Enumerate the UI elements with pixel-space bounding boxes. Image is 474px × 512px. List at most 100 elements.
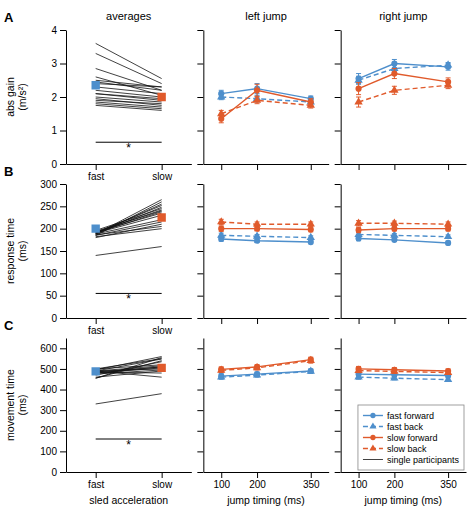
axis-line [203, 31, 204, 165]
y-axis-title-line: abs gain [4, 77, 16, 117]
tick-mark [221, 164, 222, 170]
tick-mark [197, 390, 203, 391]
participant-line [96, 247, 162, 256]
tick-mark [311, 472, 312, 478]
point-marker [218, 116, 224, 122]
series-line [359, 64, 449, 79]
series-line [359, 234, 449, 236]
legend-box [358, 405, 464, 470]
tick-mark [60, 390, 66, 391]
x-tick: 350 [440, 472, 457, 490]
point-marker [391, 226, 397, 232]
error-bar [356, 83, 361, 95]
tick-mark [197, 348, 203, 349]
y-axis [335, 339, 342, 473]
series-line [221, 239, 311, 242]
plot-area [354, 219, 452, 247]
y-tick: 150 [40, 246, 66, 257]
tick-mark [197, 273, 203, 274]
tick-mark [197, 410, 203, 411]
point-marker [253, 96, 261, 103]
tick-mark [60, 369, 66, 370]
point-marker [307, 219, 315, 226]
annotation: * [126, 438, 131, 452]
x-axis: fast slow [67, 318, 192, 336]
x-tick: fast [88, 318, 104, 336]
error-bar-cap [255, 103, 260, 104]
axis-line [204, 164, 329, 165]
tick-mark [96, 472, 97, 478]
panel-label: C [4, 318, 14, 333]
tick-mark [60, 164, 66, 165]
error-bar [308, 227, 313, 231]
y-tick [197, 451, 203, 452]
y-axis: 0100200300400500600 [40, 339, 66, 478]
tick-label: slow [152, 479, 173, 490]
y-tick [335, 273, 341, 274]
y-axis [197, 185, 204, 319]
tick-mark [197, 131, 203, 132]
y-tick [197, 273, 203, 274]
legend-marker [370, 413, 375, 418]
panel [197, 185, 329, 325]
x-tick [257, 318, 258, 324]
y-tick [197, 431, 203, 432]
y-tick: 1 [51, 125, 66, 136]
x-tick [394, 318, 395, 324]
y-tick: 50 [46, 290, 66, 301]
error-bar [392, 226, 397, 230]
axis-line [341, 164, 466, 165]
panel: 100200350jump timing (ms) [197, 339, 329, 507]
y-tick [197, 390, 203, 391]
y-tick [197, 97, 203, 98]
tick-mark [335, 296, 341, 297]
tick-mark [197, 431, 203, 432]
y-tick [335, 97, 341, 98]
y-tick [335, 410, 341, 411]
x-axis-title: jump timing (ms) [226, 494, 305, 506]
plot-area [217, 217, 315, 245]
tick-mark [311, 164, 312, 170]
tick-mark [335, 97, 341, 98]
axis-line [204, 318, 329, 319]
tick-label: fast [88, 171, 104, 182]
point-marker [391, 70, 397, 76]
tick-label: 0 [51, 159, 57, 170]
point-marker [355, 86, 361, 92]
y-tick [335, 318, 341, 319]
axis-line [204, 472, 329, 473]
tick-mark [197, 206, 203, 207]
figure: fastslow01234A*averagesabs gain(m/s²)lef… [0, 0, 474, 512]
point-marker [354, 372, 362, 379]
x-tick: slow [152, 472, 173, 490]
y-axis [335, 185, 342, 319]
tick-mark [197, 472, 203, 473]
y-tick [197, 472, 203, 473]
panel: fastslow0100200300400500600C*sled accele… [4, 318, 192, 506]
series-line [359, 74, 449, 89]
x-tick: 200 [249, 472, 266, 490]
plot-area [217, 84, 315, 123]
x-tick [394, 164, 395, 170]
x-tick: slow [152, 164, 173, 182]
y-tick: 300 [40, 179, 66, 190]
point-marker [307, 367, 315, 374]
tick-mark [335, 164, 341, 165]
tick-mark [335, 472, 341, 473]
axis-line [67, 164, 192, 165]
x-tick: slow [152, 318, 173, 336]
participant-line [96, 105, 162, 110]
tick-mark [335, 318, 341, 319]
y-tick [197, 30, 203, 31]
plot-area [217, 356, 315, 380]
tick-label: 100 [213, 479, 230, 490]
y-tick: 300 [40, 405, 66, 416]
y-tick [197, 229, 203, 230]
participant-line [96, 200, 162, 234]
legend-marker [369, 444, 376, 450]
x-axis [341, 164, 466, 170]
y-tick: 500 [40, 364, 66, 375]
average-marker [157, 93, 165, 101]
axis-line [66, 339, 67, 473]
y-tick [335, 64, 341, 65]
